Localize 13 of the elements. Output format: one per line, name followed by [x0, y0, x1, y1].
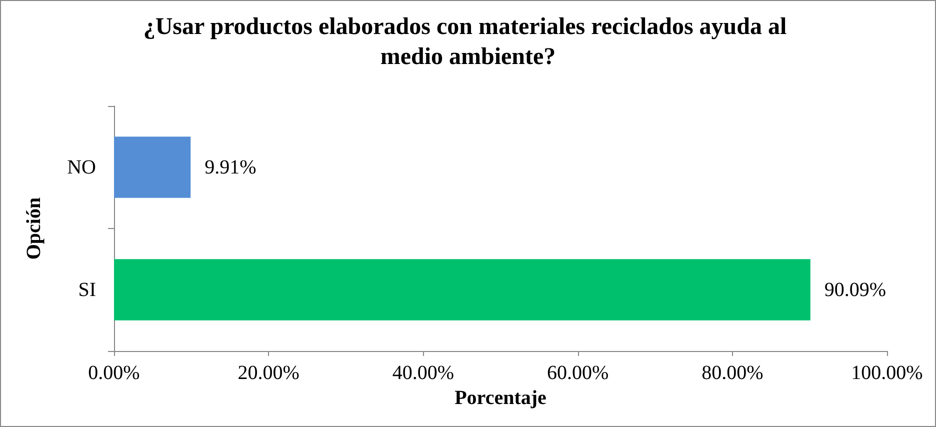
- chart-title: ¿Usar productos elaborados con materiales reciclados ayuda al medio ambiente?: [143, 14, 793, 70]
- y-axis-title: Opción: [23, 197, 45, 260]
- x-tick-label: 0.00%: [88, 362, 140, 384]
- data-label: 90.09%: [824, 278, 886, 301]
- x-tick-label: 60.00%: [546, 362, 609, 384]
- x-tick-label: 40.00%: [392, 362, 454, 384]
- x-axis-title: Porcentaje: [454, 386, 547, 409]
- x-tick-label: 100.00%: [851, 362, 923, 384]
- data-label: 9.91%: [204, 156, 256, 178]
- y-tick-label: NO: [67, 156, 96, 178]
- x-tick-label: 80.00%: [702, 362, 764, 384]
- y-tick-label: SI: [78, 278, 96, 301]
- x-tick-label: 20.00%: [238, 362, 300, 384]
